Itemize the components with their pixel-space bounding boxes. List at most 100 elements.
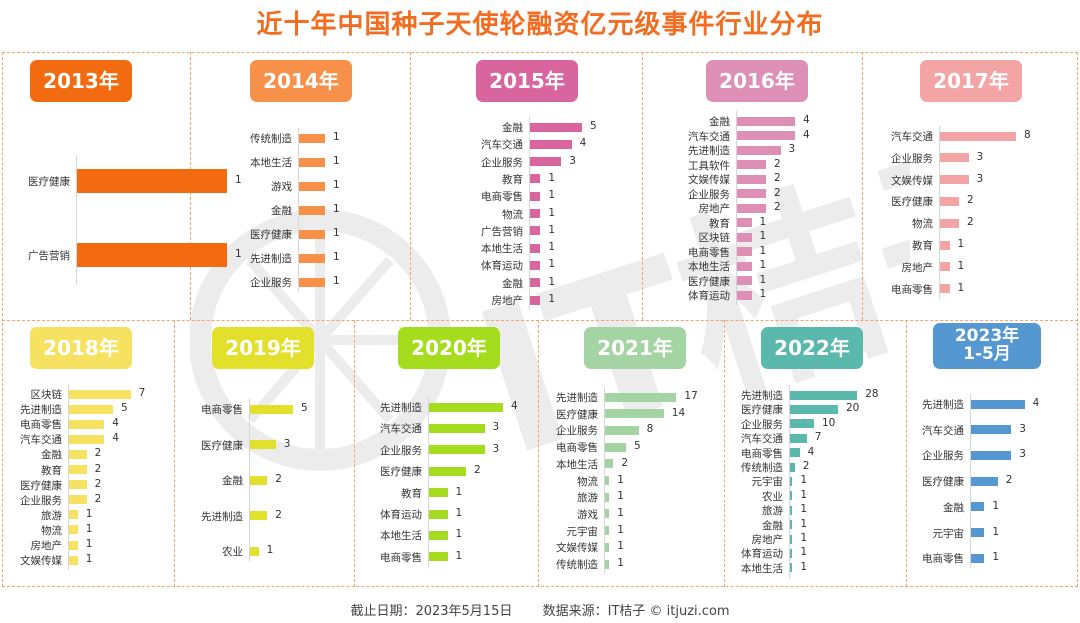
category-label: 房地产 bbox=[491, 295, 524, 307]
bar bbox=[605, 459, 614, 469]
value-label: 1 bbox=[548, 206, 556, 219]
footer: 截止日期：2023年5月15日 数据来源：IT桔子 © itjuzi.com bbox=[0, 600, 1080, 619]
bar bbox=[790, 448, 800, 458]
panel-divider-vertical bbox=[538, 320, 539, 587]
value-label: 5 bbox=[121, 402, 128, 415]
bar bbox=[530, 191, 541, 201]
value-label: 2 bbox=[802, 460, 810, 472]
value-label: 1 bbox=[548, 275, 556, 288]
year-label-2017: 2017年 bbox=[920, 60, 1022, 102]
value-label: 7 bbox=[814, 431, 822, 444]
bar bbox=[299, 157, 325, 167]
value-label: 1 bbox=[957, 259, 965, 272]
value-label: 2 bbox=[94, 477, 102, 490]
category-label: 广告营销 bbox=[28, 250, 70, 262]
category-label: 电商零售 bbox=[556, 442, 598, 455]
value-label: 1 bbox=[992, 499, 1000, 512]
bar bbox=[940, 196, 959, 206]
bar bbox=[790, 419, 814, 429]
bar bbox=[530, 139, 572, 149]
value-label: 1 bbox=[957, 281, 965, 294]
category-label: 金融 bbox=[709, 116, 730, 128]
bar bbox=[69, 434, 105, 444]
bar bbox=[69, 419, 105, 429]
year-label-2015: 2015年 bbox=[476, 60, 578, 102]
category-label: 旅游 bbox=[762, 505, 783, 518]
category-label: 游戏 bbox=[271, 181, 292, 193]
category-label: 电商零售 bbox=[688, 246, 730, 259]
panel-divider-vertical bbox=[174, 320, 175, 587]
bar bbox=[737, 290, 752, 300]
category-label: 房地产 bbox=[698, 203, 731, 215]
bar bbox=[299, 205, 325, 215]
y-axis-line-2015 bbox=[529, 117, 530, 310]
category-label: 区块链 bbox=[30, 389, 63, 401]
bar bbox=[940, 131, 1016, 141]
bar bbox=[69, 555, 78, 565]
category-label: 房地产 bbox=[30, 540, 63, 552]
category-label: 先进制造 bbox=[922, 399, 964, 411]
value-label: 1 bbox=[617, 490, 624, 503]
bar bbox=[69, 389, 131, 399]
category-label: 物流 bbox=[41, 524, 62, 537]
category-label: 汽车交通 bbox=[380, 423, 422, 436]
category-label: 体育运动 bbox=[380, 509, 422, 521]
category-label: 教育 bbox=[912, 240, 933, 252]
value-label: 1 bbox=[333, 179, 340, 191]
bar bbox=[971, 450, 1012, 460]
category-label: 先进制造 bbox=[380, 402, 422, 414]
bar bbox=[69, 465, 87, 474]
category-label: 企业服务 bbox=[688, 188, 730, 201]
category-label: 农业 bbox=[222, 546, 243, 558]
value-label: 2 bbox=[621, 456, 629, 469]
value-label: 1 bbox=[617, 523, 624, 536]
bar bbox=[605, 425, 639, 435]
category-label: 汽车交通 bbox=[20, 434, 62, 447]
bar bbox=[429, 466, 466, 476]
category-label: 先进制造 bbox=[741, 390, 783, 402]
value-label: 1 bbox=[617, 557, 624, 569]
bar bbox=[605, 409, 664, 419]
y-axis-line-2018 bbox=[68, 384, 69, 571]
value-label: 1 bbox=[266, 544, 274, 556]
value-label: 1 bbox=[800, 488, 808, 501]
bar bbox=[737, 261, 752, 271]
value-label: 1 bbox=[235, 174, 242, 186]
category-label: 游戏 bbox=[577, 508, 598, 521]
category-label: 企业服务 bbox=[250, 277, 292, 289]
category-label: 企业服务 bbox=[922, 450, 964, 463]
category-label: 本地生活 bbox=[250, 157, 292, 169]
category-label: 医疗健康 bbox=[201, 439, 243, 452]
bar bbox=[429, 423, 485, 433]
category-label: 房地产 bbox=[901, 261, 934, 274]
bar bbox=[940, 153, 969, 163]
bar bbox=[737, 116, 795, 126]
year-label-2021: 2021年 bbox=[584, 327, 686, 369]
value-label: 2 bbox=[967, 194, 974, 207]
value-label: 3 bbox=[788, 143, 796, 155]
bar bbox=[299, 277, 325, 287]
bar bbox=[429, 488, 448, 498]
category-label: 体育运动 bbox=[741, 548, 783, 561]
y-axis-line-2022 bbox=[789, 385, 790, 578]
value-label: 5 bbox=[301, 402, 308, 414]
panel-divider-vertical bbox=[410, 52, 411, 320]
category-label: 医疗健康 bbox=[250, 229, 292, 241]
bar bbox=[737, 131, 795, 140]
category-label: 金融 bbox=[271, 205, 292, 217]
bar bbox=[790, 491, 793, 501]
value-label: 1 bbox=[548, 223, 556, 236]
value-label: 1 bbox=[548, 171, 556, 184]
category-label: 教育 bbox=[502, 173, 523, 186]
category-label: 金融 bbox=[502, 277, 523, 290]
category-label: 医疗健康 bbox=[20, 479, 62, 492]
bar bbox=[737, 232, 752, 242]
value-label: 1 bbox=[800, 474, 808, 487]
y-axis-line-2016 bbox=[736, 111, 737, 305]
value-label: 2 bbox=[774, 186, 781, 199]
value-label: 3 bbox=[976, 172, 984, 185]
bar bbox=[530, 157, 562, 167]
value-label: 2 bbox=[1005, 474, 1013, 487]
y-axis-line-2019 bbox=[249, 399, 250, 561]
bar bbox=[530, 260, 541, 270]
